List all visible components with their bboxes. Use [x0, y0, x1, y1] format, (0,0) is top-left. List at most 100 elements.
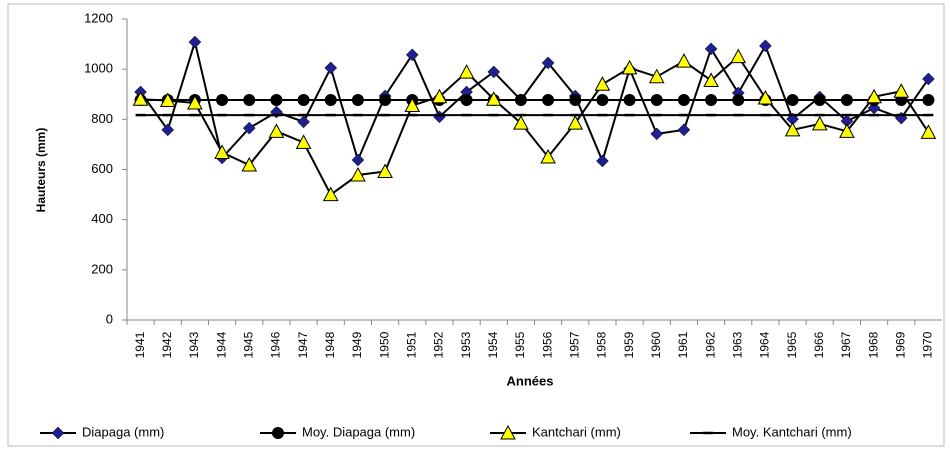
point: [594, 76, 611, 91]
point: [840, 94, 853, 107]
x-tick-label: 1959: [622, 331, 636, 358]
y-tick-label: 600: [91, 161, 113, 176]
point: [297, 115, 310, 129]
point: [485, 91, 502, 106]
point: [540, 148, 556, 164]
x-tick-label: 1948: [323, 331, 337, 358]
point: [730, 48, 747, 64]
point: [705, 94, 718, 107]
x-tick-label: 1969: [893, 331, 907, 358]
x-tick-label: 1946: [269, 331, 283, 358]
point: [405, 48, 419, 62]
point: [813, 94, 826, 107]
x-tick-label: 1941: [133, 331, 147, 358]
point: [268, 123, 285, 138]
x-tick-label: 1955: [513, 331, 527, 358]
point: [569, 94, 582, 107]
y-tick-label: 200: [91, 261, 113, 276]
y-tick-label: 1200: [84, 10, 113, 25]
point: [621, 59, 638, 75]
point: [132, 91, 149, 106]
point: [784, 121, 801, 137]
point: [567, 115, 584, 130]
point: [513, 115, 529, 130]
series-line: [139, 38, 930, 164]
point: [188, 35, 202, 49]
point: [677, 123, 691, 137]
point: [623, 94, 636, 107]
point: [650, 127, 664, 141]
x-tick-label: 1947: [296, 331, 310, 358]
x-tick-label: 1958: [595, 331, 609, 358]
point: [650, 94, 663, 107]
x-tick-label: 1953: [459, 331, 473, 358]
point: [216, 94, 229, 107]
x-tick-label: 1942: [160, 331, 174, 358]
x-tick-label: 1949: [350, 331, 364, 358]
x-tick-label: 1963: [730, 331, 744, 358]
point: [648, 68, 665, 84]
point: [866, 88, 882, 104]
x-tick-label: 1962: [703, 331, 717, 358]
point: [514, 94, 527, 107]
legend-label: Kantchari (mm): [532, 424, 621, 439]
point: [242, 121, 256, 135]
point: [241, 156, 258, 172]
x-tick-label: 1943: [187, 331, 201, 358]
x-tick-label: 1964: [758, 331, 772, 358]
x-tick-label: 1954: [486, 331, 500, 358]
x-tick-label: 1945: [241, 331, 255, 358]
legend-label: Diapaga (mm): [82, 424, 164, 439]
x-tick-label: 1960: [649, 331, 663, 358]
y-tick-label: 800: [91, 111, 113, 126]
point: [732, 94, 745, 107]
point: [757, 89, 774, 105]
x-tick-label: 1956: [540, 331, 554, 358]
x-tick-label: 1961: [676, 331, 690, 358]
point: [811, 115, 828, 131]
point: [676, 53, 692, 68]
point: [187, 94, 203, 110]
point: [759, 39, 772, 53]
x-axis-label: Années: [507, 373, 554, 388]
x-tick-label: 1965: [785, 331, 799, 358]
point: [324, 94, 337, 107]
point: [541, 56, 555, 70]
point: [703, 72, 719, 87]
point: [458, 64, 475, 79]
chart-border: [7, 3, 945, 447]
point: [404, 97, 421, 113]
point: [596, 94, 609, 107]
x-tick-label: 1957: [567, 331, 581, 358]
x-tick-label: 1952: [432, 331, 446, 358]
point: [377, 163, 393, 179]
point: [161, 123, 175, 137]
legend-label: Moy. Kantchari (mm): [732, 424, 852, 439]
point: [297, 94, 310, 107]
y-tick-label: 1000: [84, 61, 113, 76]
point: [893, 83, 910, 98]
point: [159, 92, 176, 108]
point: [920, 124, 937, 139]
point: [596, 154, 609, 168]
point: [542, 94, 555, 107]
legend-marker: [51, 426, 65, 440]
point: [270, 94, 283, 107]
y-axis-label: Hauteurs (mm): [34, 128, 48, 213]
x-tick-label: 1970: [921, 331, 935, 358]
x-tick-label: 1944: [214, 331, 228, 358]
x-tick-label: 1966: [812, 331, 826, 358]
series-line: [140, 55, 930, 197]
legend-marker: [272, 427, 284, 439]
point: [324, 61, 338, 75]
point: [839, 123, 855, 138]
y-tick-label: 0: [106, 311, 113, 326]
legend-marker: [500, 424, 516, 440]
point: [351, 153, 365, 167]
point: [922, 72, 935, 86]
point: [487, 65, 501, 79]
point: [431, 88, 448, 104]
x-tick-label: 1950: [377, 331, 391, 358]
x-tick-label: 1968: [866, 331, 880, 358]
point: [460, 94, 473, 107]
